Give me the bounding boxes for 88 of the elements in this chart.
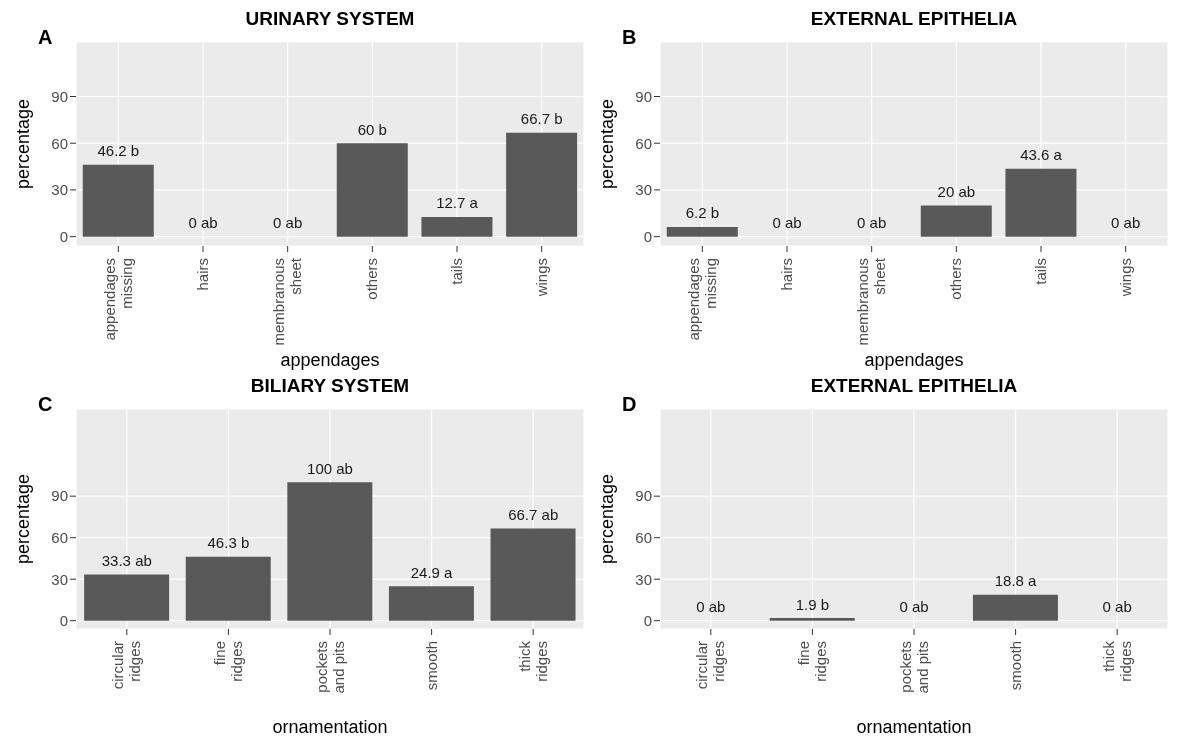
chart-title: URINARY SYSTEM (245, 8, 415, 29)
data-label: 0 ab (696, 598, 726, 616)
text: C (38, 393, 53, 416)
y-tick-label: 0 (59, 227, 68, 245)
bar (506, 132, 578, 237)
x-axis-title: ornamentation (856, 717, 972, 737)
bar (84, 574, 170, 621)
y-tick-label: 90 (635, 87, 652, 105)
data-label: 0 ab (857, 214, 887, 232)
x-axis-title: ornamentation (272, 717, 388, 737)
data-label: 20 ab (937, 183, 976, 200)
bar (1005, 168, 1077, 237)
data-label: 1.9 b (795, 595, 830, 613)
x-tick-label: smooth (422, 641, 440, 691)
data-label: 46.3 b (207, 534, 250, 552)
bar (388, 586, 474, 621)
x-axis-title: appendages (864, 350, 964, 370)
bar (421, 216, 493, 237)
data-label: 0 ab (899, 598, 929, 616)
x-tick-label: tails (448, 258, 465, 285)
bar (920, 205, 992, 237)
y-tick-label: 30 (635, 181, 652, 199)
data-label: 12.7 a (436, 194, 479, 212)
y-axis-title: percentage (597, 473, 618, 565)
data-label: 24.9 a (410, 563, 454, 581)
x-tick-label: membranous sheet (854, 257, 889, 346)
x-tick-label: smooth (1006, 641, 1024, 691)
y-tick-label: 0 (643, 612, 652, 630)
data-label: 0 ab (273, 214, 303, 232)
chart-title: EXTERNAL EPITHELIA (810, 375, 1018, 396)
y-axis-title: percentage (597, 98, 618, 190)
bar (336, 143, 408, 237)
bar (666, 227, 738, 237)
bar (490, 528, 576, 621)
text: A (38, 26, 53, 49)
y-tick-label: 0 (59, 612, 68, 630)
chart-title: BILIARY SYSTEM (250, 375, 410, 396)
data-label: 0 ab (1111, 214, 1141, 232)
x-tick-label: fine ridges (210, 641, 245, 682)
y-tick-label: 30 (51, 570, 68, 588)
x-tick-label: others (363, 258, 381, 300)
data-label: 18.8 a (994, 572, 1038, 590)
y-axis-title: percentage (13, 98, 34, 190)
x-tick-label: pockets and pits (312, 641, 347, 694)
x-tick-label: circular ridges (693, 641, 728, 690)
text: B (622, 26, 637, 49)
y-tick-label: 30 (51, 181, 68, 199)
x-tick-label: thick ridges (1099, 640, 1134, 682)
x-tick-label: appendages missing (100, 258, 135, 341)
chart-title: EXTERNAL EPITHELIA (810, 8, 1018, 29)
bar (185, 556, 271, 621)
data-label: 46.2 b (97, 142, 140, 160)
x-tick-label: wings (1116, 258, 1134, 298)
bar (287, 482, 373, 621)
data-label: 6.2 b (685, 204, 720, 222)
data-label: 43.6 a (1020, 146, 1063, 164)
y-tick-label: 90 (51, 487, 68, 505)
y-tick-label: 90 (635, 487, 652, 505)
y-tick-label: 60 (635, 529, 652, 546)
data-label: 0 ab (772, 214, 802, 232)
x-tick-label: thick ridges (515, 640, 550, 682)
y-tick-label: 0 (643, 227, 652, 245)
data-label: 0 ab (188, 214, 218, 232)
y-tick-label: 60 (635, 134, 652, 152)
data-label: 60 b (357, 120, 387, 138)
x-tick-label: wings (532, 258, 550, 298)
y-tick-label: 30 (635, 570, 652, 588)
y-tick-label: 60 (51, 529, 68, 546)
x-tick-label: others (947, 258, 965, 300)
x-tick-label: fine ridges (794, 641, 829, 682)
y-axis-title: percentage (13, 473, 34, 565)
x-tick-label: appendages missing (684, 258, 719, 341)
x-tick-label: hairs (194, 258, 211, 291)
x-tick-label: pockets and pits (896, 641, 931, 694)
data-label: 0 ab (1102, 598, 1132, 616)
text: D (622, 393, 637, 416)
x-tick-label: membranous sheet (270, 257, 305, 346)
data-label: 33.3 ab (101, 552, 152, 570)
bar (82, 164, 154, 237)
data-label: 66.7 b (520, 110, 563, 128)
y-tick-label: 90 (51, 87, 68, 105)
y-tick-label: 60 (51, 134, 68, 152)
x-axis-title: appendages (280, 350, 380, 370)
x-tick-label: tails (1032, 258, 1049, 285)
x-tick-label: hairs (778, 258, 795, 291)
x-tick-label: circular ridges (109, 641, 144, 690)
data-label: 66.7 ab (508, 505, 559, 523)
data-label: 100 ab (307, 459, 353, 477)
